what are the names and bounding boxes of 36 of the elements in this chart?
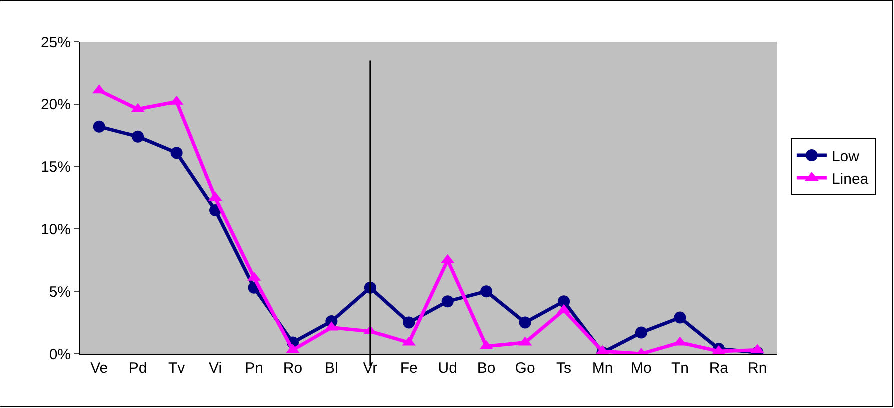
point [170,147,183,160]
point [403,316,416,329]
point [93,120,106,133]
x-tick-label: Tn [671,360,689,377]
point [635,326,648,339]
y-tick-label: 10% [40,221,71,238]
x-tick-label: Ud [438,360,458,377]
y-tick-label: 0% [49,346,71,364]
x-tick-label: Go [515,360,536,377]
x-tick-label: Ts [556,360,572,377]
x-tick-label: Ra [709,360,730,377]
x-tick-label: Mn [592,360,614,377]
x-tick-label: Fe [400,360,418,377]
x-tick-label: Ro [283,360,303,377]
y-tick-label: 20% [40,96,71,114]
y-tick-label: 25% [40,34,71,52]
point [674,312,686,324]
y-tick-label: 15% [40,159,71,176]
x-tick-label: Rn [748,360,768,377]
point [519,316,532,329]
legend-label: Linea [832,170,870,188]
y-tick-label: 5% [49,284,71,301]
x-tick-label: Vr [363,360,378,377]
x-tick-label: Bl [325,360,338,377]
x-tick-label: Tv [168,360,186,377]
point [132,130,144,143]
point [442,296,454,308]
legend-label: Low [832,148,860,166]
x-tick-label: Vi [208,360,222,377]
x-tick-label: Bo [477,360,496,377]
x-tick-label: Ve [90,360,108,377]
point [480,286,493,298]
x-tick-label: Pn [245,360,264,377]
x-tick-label: Mo [631,360,652,377]
x-tick-label: Pd [128,360,148,377]
point [558,296,570,308]
